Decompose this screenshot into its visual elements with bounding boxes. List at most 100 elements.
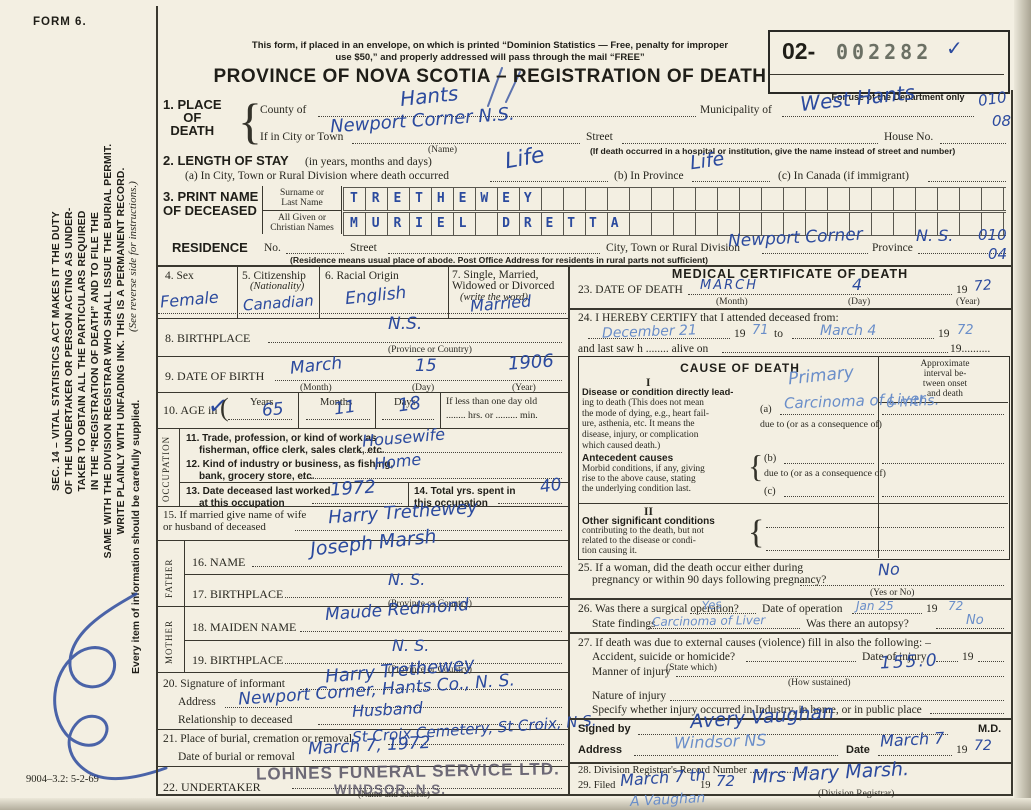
yes-or-no-note: (Yes or No) [870, 588, 915, 598]
attended-to-year: 72 [957, 323, 974, 338]
serial-check-mark: ✓ [946, 36, 963, 60]
item10-label: 10. AGE in [163, 403, 218, 417]
death-month-value: MARCH [700, 278, 758, 293]
dotted-line [382, 419, 434, 420]
given-names-value: MURIEL DRETTA [350, 216, 633, 231]
dotted-line [930, 713, 1004, 714]
item5-sub: (Nationality) [250, 281, 305, 292]
row-divider [184, 574, 568, 575]
antecedent-brace: { [748, 448, 764, 484]
row-divider [570, 598, 1011, 600]
row-divider [179, 482, 568, 483]
serial-box [768, 30, 1010, 94]
item3-divider-v2 [341, 186, 342, 234]
year-19-prefix: 19 [956, 744, 968, 756]
how-sustained-note: (How sustained) [788, 678, 851, 688]
other-conditions-description: contributing to the death, but not relat… [582, 526, 760, 556]
dotted-line [498, 503, 562, 504]
interval-header-divider [878, 402, 1008, 403]
dotted-line [648, 628, 800, 629]
item24-label: 24. I HEREBY CERTIFY that I attended dec… [578, 312, 839, 324]
year-19-prefix: 19 [926, 603, 938, 615]
undertaker-stamp-line1: LOHNES FUNERAL SERVICE LTD. [255, 759, 560, 784]
dotted-line [936, 661, 958, 662]
attended-from-year: 71 [752, 323, 769, 338]
residence-street-label: Street [350, 242, 377, 254]
interval-header-l4: and death [927, 389, 963, 399]
dotted-line [688, 294, 952, 295]
item2c-label: (c) In Canada (if immigrant) [778, 170, 909, 182]
envelope-note-line2: use $50,” and properly addressed will pa… [335, 52, 645, 63]
antecedent-desc-l2: rise to the above cause, stating [582, 474, 696, 485]
column-divider [568, 265, 570, 795]
surname-value: TRETHEWEY [350, 191, 546, 206]
item11-label-l1: 11. Trade, profession, or kind of work a… [186, 433, 377, 444]
mother-maiden-value: Maude Redmond [324, 594, 470, 626]
row-divider [156, 672, 568, 673]
mother-box-divider [184, 606, 185, 672]
dotted-line [286, 253, 344, 254]
item2b-value: Life [688, 147, 726, 175]
cause-a-label: (a) [760, 404, 772, 415]
dotted-line [225, 707, 562, 708]
year-19-prefix: 19 [700, 780, 711, 791]
item12-label-l1: 12. Kind of industry or business, as fis… [186, 459, 394, 470]
dotted-line [388, 253, 600, 254]
dotted-line [490, 181, 608, 182]
margin-line: SAME WITH THE DIVISION REGISTRAR WHO SHA… [103, 143, 114, 559]
section-divider [156, 265, 1013, 267]
dotted-line [792, 338, 934, 339]
item12-label: 12. Kind of industry or business, as fis… [186, 459, 393, 482]
item15-label-l1: 15. If married give name of wife [163, 509, 307, 521]
ink-scribble [53, 592, 168, 781]
last-worked-value: 1972 [329, 476, 377, 501]
dotted-line [318, 724, 562, 725]
antecedent-title: Antecedent causes [582, 453, 674, 464]
attended-to-value: March 4 [820, 323, 877, 339]
dotted-line [318, 116, 696, 117]
given-names-label-l2: Christian Names [270, 223, 334, 233]
item20-label: 20. Signature of informant [163, 678, 286, 690]
operation-year-value: 72 [948, 599, 964, 613]
surgery-value: Yes [701, 597, 723, 613]
last-saw-label: and last saw h ........ alive on [578, 343, 709, 355]
dotted-line [692, 181, 770, 182]
dotted-line [622, 143, 878, 144]
province-country-note: (Province or Country) [388, 345, 472, 355]
cause-b-label: (b) [764, 453, 777, 464]
dotted-line [252, 566, 562, 567]
dotted-line [268, 342, 562, 343]
cell-divider [448, 266, 449, 318]
state-which-note: (State which) [666, 663, 717, 673]
occupation-side-label: OCCUPATION [161, 435, 171, 502]
item1-label-l2: OF [183, 110, 202, 125]
item7-label-l2: Widowed or Divorced [452, 280, 555, 292]
year-note: (Year) [512, 383, 536, 393]
item1-label-l3: DEATH [170, 123, 215, 138]
racial-origin-value: English [344, 282, 408, 310]
footer-print-code: 9004–3.2: 5-2-69 [26, 774, 99, 785]
item2b-label: (b) In Province [614, 170, 684, 182]
item25-label-l2: pregnancy or within 90 days following pr… [592, 573, 827, 586]
dotted-line [300, 478, 562, 479]
disease-desc-l6: which caused death.) [582, 440, 661, 451]
signed-date-label: Date [846, 744, 870, 756]
row-divider [156, 318, 568, 319]
margin-line: OF THE UNDERTAKER OR PERSON ACTING AS UN… [64, 207, 75, 495]
dotted-line [746, 661, 856, 662]
disease-desc-l4: ure, asthenia, etc. It means the [582, 419, 695, 430]
father-side-label: FATHER [164, 558, 174, 598]
other-conditions-title: Other significant conditions [582, 516, 715, 527]
margin-duty-text: SEC. 14 – VITAL STATISTICS ACT MAKES IT … [50, 40, 128, 662]
antecedent-desc-l3: the underlying condition last. [582, 484, 691, 495]
dotted-line [936, 628, 1004, 629]
row-divider [156, 606, 568, 607]
serial-number-stamp: 002282 [836, 40, 933, 64]
year-19-prefix: 19 [956, 284, 968, 296]
month-note: (Month) [300, 383, 332, 393]
dotted-line [766, 550, 1004, 551]
dotted-line [690, 613, 756, 614]
death-year-value: 72 [973, 277, 993, 295]
form-title: PROVINCE OF NOVA SCOTIA – REGISTRATION O… [213, 66, 767, 87]
